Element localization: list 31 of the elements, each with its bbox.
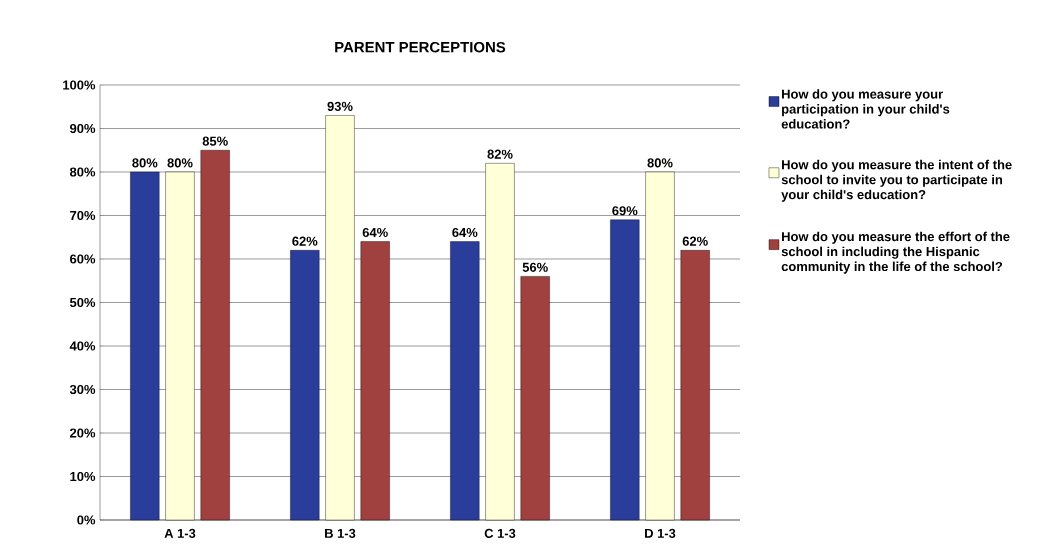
x-tick-label: B 1-3: [325, 528, 356, 538]
y-tick-label: 40%: [69, 341, 96, 351]
data-label: 64%: [362, 227, 388, 238]
data-label: 64%: [452, 227, 478, 238]
y-tick-label: 100%: [63, 80, 96, 90]
y-tick-label: 30%: [69, 384, 96, 395]
y-tick-label: 70%: [70, 210, 96, 221]
data-label: 85%: [202, 136, 228, 146]
data-label: 80%: [132, 158, 158, 168]
data-label: 62%: [292, 236, 318, 246]
y-tick-label: 90%: [70, 123, 96, 134]
y-tick-label: 20%: [70, 428, 96, 438]
data-label: 56%: [522, 262, 548, 272]
legend-label: How do you measure the effort of the school in including the Hispanic community in the life of the school?: [781, 231, 1010, 274]
data-label: 80%: [647, 158, 673, 168]
data-label: 80%: [167, 158, 193, 168]
legend-label: How do you measure the intent of the school to invite you to participate in your child's education?: [781, 159, 1012, 202]
data-label: 82%: [487, 149, 513, 159]
data-label: 93%: [327, 101, 353, 111]
y-tick-label: 0%: [77, 515, 96, 525]
y-tick-label: 50%: [69, 297, 96, 308]
y-tick-label: 60%: [70, 254, 96, 264]
x-tick-label: D 1-3: [645, 528, 676, 538]
y-tick-label: 80%: [69, 167, 96, 177]
y-tick-label: 10%: [70, 471, 96, 482]
x-tick-label: A 1-3: [164, 528, 196, 538]
data-label: 69%: [612, 206, 638, 216]
chart-title: PARENT PERCEPTIONS: [335, 41, 506, 53]
legend-label: How do you measure your participation in your child's education?: [781, 89, 950, 129]
data-label: 62%: [682, 236, 708, 246]
x-tick-label: C 1-3: [484, 528, 516, 538]
